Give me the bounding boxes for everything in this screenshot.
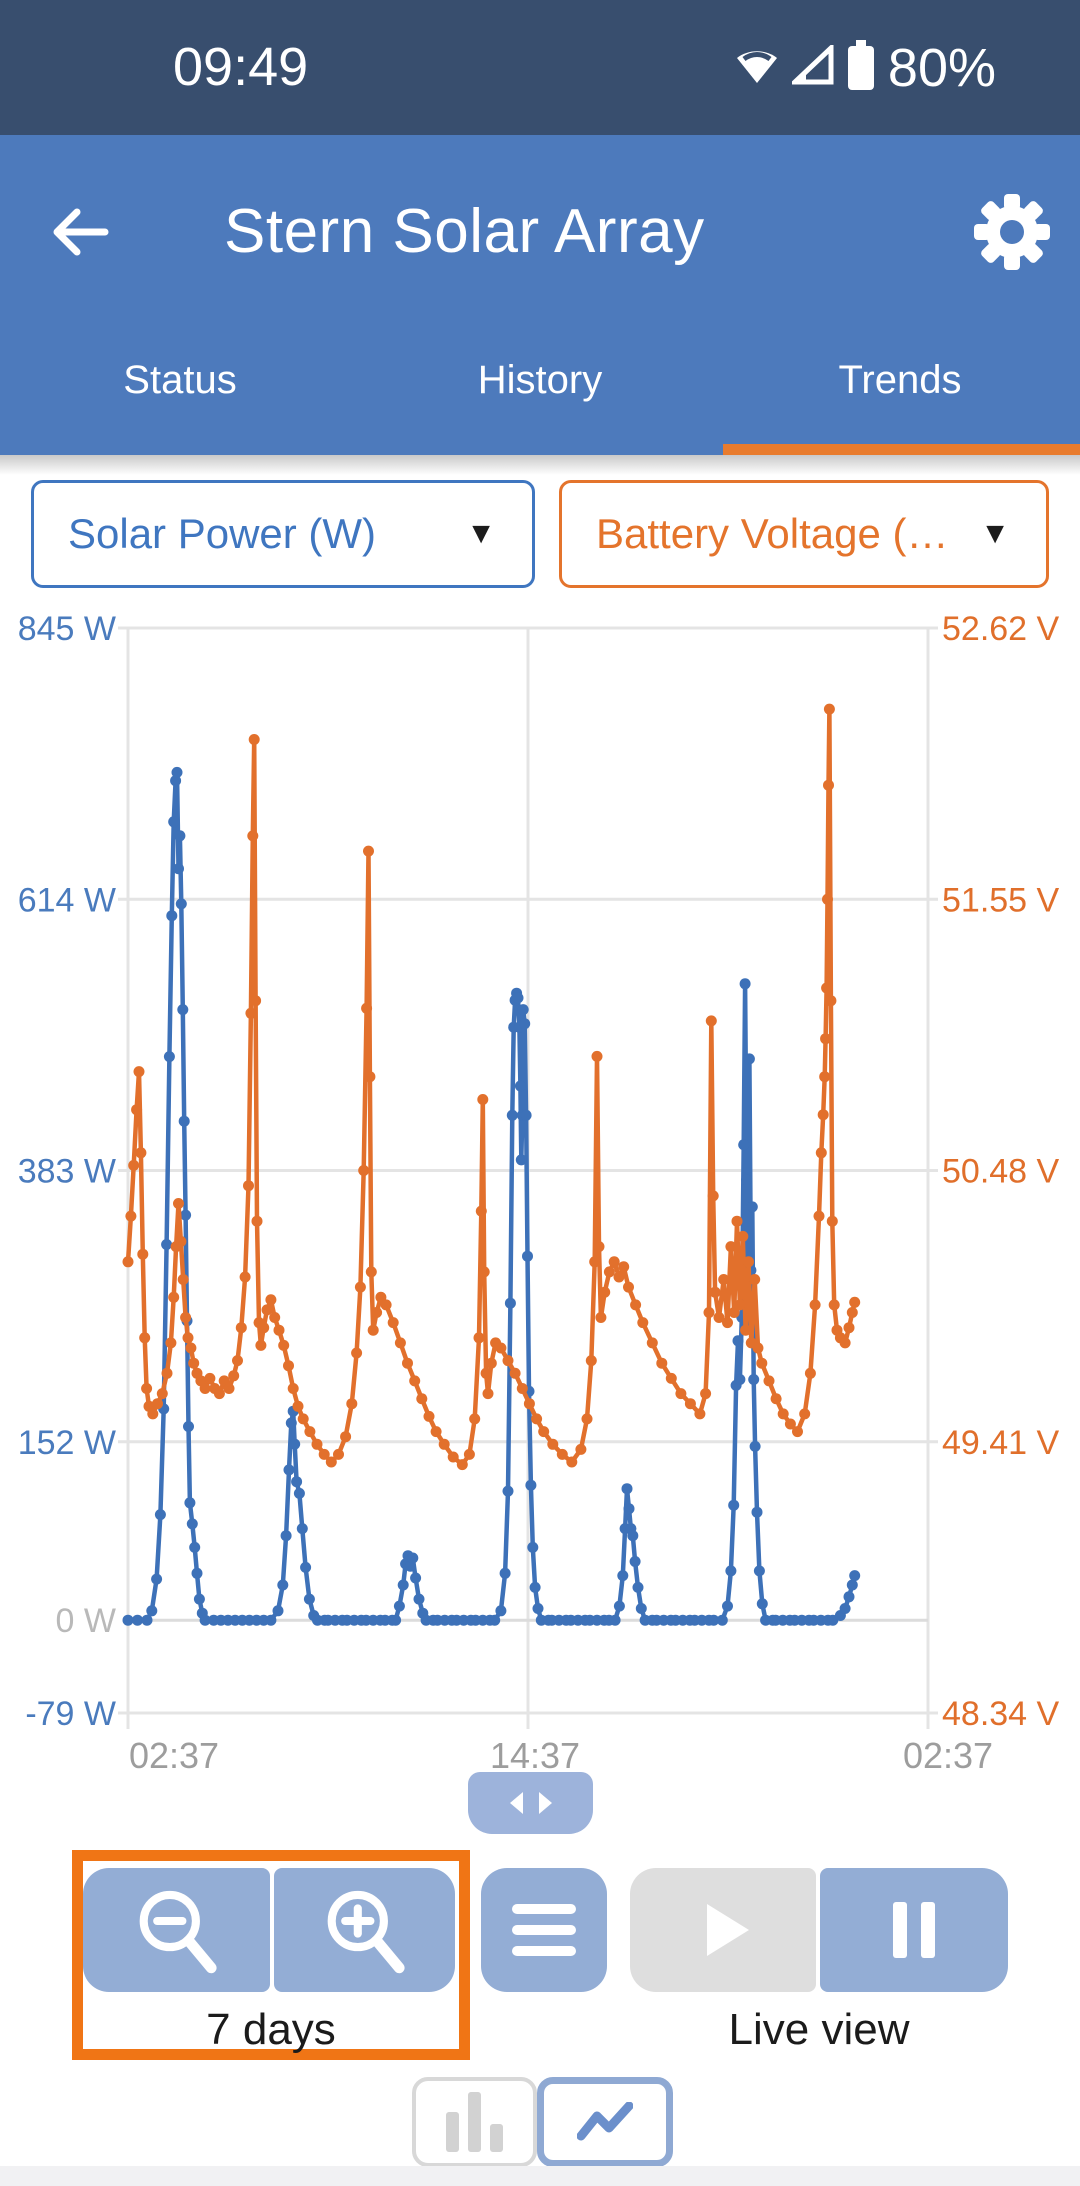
primary-metric-dropdown[interactable]: Solar Power (W) ▼ — [31, 480, 535, 588]
svg-text:02:37: 02:37 — [129, 1735, 219, 1776]
chart-menu-button[interactable] — [481, 1868, 607, 1992]
bar-chart-toggle-button[interactable] — [412, 2077, 537, 2167]
svg-text:614 W: 614 W — [18, 881, 116, 919]
app-bar — [0, 135, 1080, 455]
secondary-metric-dropdown[interactable]: Battery Voltage (… ▼ — [559, 480, 1049, 588]
primary-metric-label: Solar Power (W) — [68, 510, 377, 557]
zoom-range-label: 7 days — [206, 2005, 336, 2054]
svg-text:50.48 V: 50.48 V — [942, 1153, 1060, 1191]
svg-text:152 W: 152 W — [18, 1424, 116, 1462]
svg-text:-79 W: -79 W — [25, 1695, 116, 1733]
zoom-in-button[interactable] — [274, 1868, 455, 1992]
trend-chart-canvas[interactable]: 845 W 614 W 383 W 152 W -79 W 0 W 52.62 V 51.55… — [0, 0, 1080, 1800]
range-slider-handle[interactable] — [468, 1772, 593, 1834]
svg-text:383 W: 383 W — [18, 1153, 116, 1191]
play-button[interactable] — [630, 1868, 816, 1992]
settings-button[interactable] — [972, 192, 1052, 272]
tab-trends-label: Trends — [838, 357, 962, 402]
status-bar: 09:49 80% — [0, 0, 1080, 135]
back-button[interactable] — [40, 195, 120, 269]
play-icon — [707, 1904, 749, 1956]
svg-text:48.34 V: 48.34 V — [942, 1695, 1060, 1733]
line-chart-icon — [577, 2102, 633, 2141]
tab-history-label: History — [477, 357, 603, 402]
tab-history[interactable]: History — [360, 340, 720, 420]
zoom-out-button[interactable] — [83, 1868, 270, 1992]
svg-text:02:37: 02:37 — [903, 1735, 993, 1776]
line-chart-toggle-button[interactable] — [537, 2077, 673, 2167]
app-bar-shadow — [0, 455, 1080, 475]
svg-text:14:37: 14:37 — [490, 1735, 580, 1776]
chevron-down-icon: ▼ — [980, 517, 1010, 550]
chevron-down-icon: ▼ — [466, 517, 496, 550]
tab-status-label: Status — [123, 357, 237, 402]
pause-icon — [893, 1902, 935, 1958]
live-view-label: Live view — [728, 2005, 910, 2054]
tab-status[interactable]: Status — [0, 340, 360, 420]
active-tab-underline — [723, 444, 1080, 455]
status-clock: 09:49 — [173, 37, 309, 97]
wifi-icon — [734, 45, 780, 90]
bar-chart-icon — [446, 2092, 503, 2152]
hamburger-icon — [512, 1904, 576, 1956]
slider-right-arrow-icon — [538, 1792, 552, 1814]
svg-text:845 W: 845 W — [18, 610, 116, 648]
svg-text:51.55 V: 51.55 V — [942, 881, 1060, 919]
pause-button[interactable] — [820, 1868, 1008, 1992]
magnifier-minus-icon — [139, 1890, 217, 1974]
svg-text:49.41 V: 49.41 V — [942, 1424, 1060, 1462]
tab-trends[interactable]: Trends — [720, 340, 1080, 420]
svg-text:52.62 V: 52.62 V — [942, 610, 1060, 648]
gear-icon — [974, 194, 1050, 270]
slider-left-arrow-icon — [509, 1792, 523, 1814]
page-title: Stern Solar Array — [224, 197, 705, 266]
svg-text:0 W: 0 W — [56, 1602, 116, 1640]
back-arrow-icon — [53, 208, 109, 256]
battery-icon — [846, 40, 876, 95]
zoom-controls-highlight — [72, 1850, 470, 2060]
secondary-metric-label: Battery Voltage (… — [596, 510, 949, 557]
battery-percent-label: 80% — [887, 37, 996, 98]
cell-signal-icon — [788, 42, 834, 90]
magnifier-plus-icon — [327, 1890, 405, 1974]
bottom-strip — [0, 2166, 1080, 2186]
